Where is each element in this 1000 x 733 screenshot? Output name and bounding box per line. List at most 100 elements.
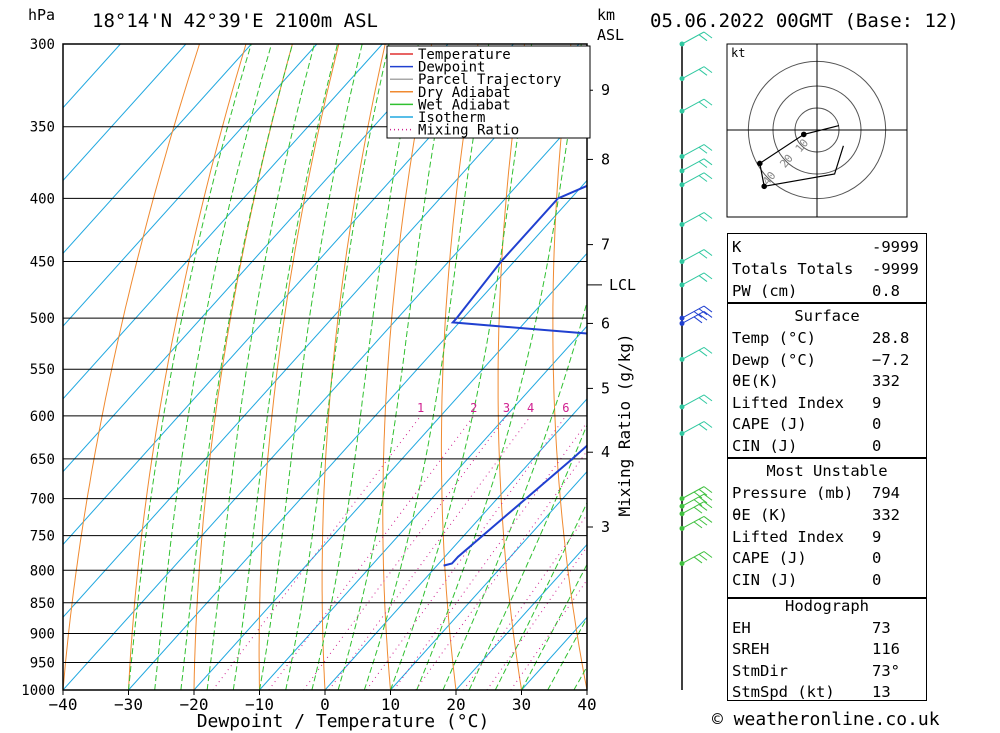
wind-barb-feather <box>698 349 708 357</box>
wind-barb-feather <box>703 305 713 313</box>
temp-value: 28.8 <box>872 329 910 347</box>
pressure-tick-label: 550 <box>30 362 55 378</box>
wind-barb-shaft <box>681 66 705 80</box>
header-date: 05.06.2022 00GMT (Base: 12) <box>650 10 959 32</box>
isotherm-line <box>390 470 587 690</box>
mixing-ratio-line <box>393 421 587 690</box>
isotherm-line <box>324 398 587 690</box>
mixing-ratio-line <box>328 415 532 690</box>
wind-barb-shaft <box>681 493 705 507</box>
pressure-tick-label: 600 <box>30 409 55 425</box>
hodograph-trace <box>759 125 844 187</box>
wet-adiabat-line <box>232 44 338 690</box>
wind-barb-shaft <box>681 501 705 515</box>
mu-cape-label: CAPE (J) <box>732 549 807 567</box>
wind-barb-feather <box>703 272 713 280</box>
indices-panel: K -9999 Totals Totals -9999 PW (cm) 0.8 … <box>727 233 927 701</box>
wind-barb-feather <box>698 101 708 109</box>
wind-barb-feather <box>703 158 713 166</box>
wind-barb-feather <box>698 161 708 168</box>
wind-barb-feather <box>703 486 713 494</box>
mixing-ratio-line <box>365 415 567 690</box>
wind-barb-shaft <box>681 486 705 500</box>
isotherm-line <box>63 44 318 327</box>
km-tick-label: 8 <box>601 150 610 168</box>
wind-barb-feather <box>698 68 708 76</box>
km-tick-label: 5 <box>601 379 610 397</box>
wind-barb-feather <box>703 249 713 256</box>
wind-barb-feather <box>703 551 713 558</box>
dewp-value: −7.2 <box>872 351 910 369</box>
wet-adiabat-line <box>180 44 293 690</box>
most-unstable-title: Most Unstable <box>766 462 888 480</box>
hodograph-ring-label: 20 <box>777 152 795 171</box>
temperature-tick-label: −20 <box>180 695 209 714</box>
wind-barb-shaft <box>681 346 705 360</box>
wind-barb-feather <box>698 423 708 431</box>
mu-cin-value: 0 <box>872 571 882 589</box>
mixing-ratio-line <box>268 415 475 690</box>
dewp-label: Dewp (°C) <box>732 351 816 369</box>
wind-barb-shaft <box>681 31 705 45</box>
asl-label: ASL <box>597 26 625 44</box>
wind-barb-feather <box>698 488 708 496</box>
mixing-ratio-tick-label: 20 <box>672 401 686 415</box>
theta-label: θE(K) <box>732 372 779 390</box>
wind-barb-shaft <box>681 158 705 172</box>
dry-adiabat-line <box>942 44 1000 690</box>
wet-adiabat-line <box>206 44 315 690</box>
wet-adiabat-line <box>337 44 452 690</box>
wind-barb-shaft <box>681 421 705 434</box>
dry-adiabat-line <box>657 44 718 690</box>
km-tick-label: 7 <box>601 236 610 254</box>
temperature-tick-label: 20 <box>446 695 465 714</box>
wind-barb-feather <box>703 421 713 428</box>
wind-barb-feather <box>698 275 708 282</box>
wind-barb-feather <box>703 394 713 402</box>
km-tick-label: 3 <box>601 518 610 536</box>
temperature-tick-label: 40 <box>577 695 596 714</box>
pressure-tick-label: 700 <box>30 492 55 508</box>
legend-label: Dry Adiabat <box>418 85 511 101</box>
km-tick-label: 6 <box>601 314 610 332</box>
wet-adiabat-line <box>547 616 587 690</box>
legend-label: Parcel Trajectory <box>418 72 561 88</box>
mixing-ratio-line <box>463 513 587 690</box>
x-axis-label: Dewpoint / Temperature (°C) <box>197 711 490 732</box>
stmdir-label: StmDir <box>732 662 788 680</box>
pw-label: PW (cm) <box>732 282 798 300</box>
wet-adiabat-line <box>259 44 363 690</box>
wind-barb-shaft <box>681 249 705 262</box>
wet-adiabat-line <box>154 44 272 690</box>
isotherm-line <box>63 44 449 473</box>
copyright[interactable]: © weatheronline.co.uk <box>712 709 940 730</box>
isotherm-line <box>63 44 187 182</box>
k-value: -9999 <box>872 238 919 256</box>
legend-label: Isotherm <box>418 110 485 126</box>
isotherm-line <box>259 325 587 690</box>
wind-barb-shaft <box>681 305 705 319</box>
cin-value: 0 <box>872 437 882 455</box>
temp-label: Temp (°C) <box>732 329 816 347</box>
mu-li-label: Lifted Index <box>732 528 844 546</box>
wind-barb-shaft <box>681 98 705 112</box>
mixing-ratio-line <box>415 450 587 690</box>
mixing-ratio-tick-label: 8 <box>588 401 595 415</box>
mixing-ratio-line <box>486 545 587 690</box>
isotherm-line <box>63 44 252 255</box>
dry-adiabat-line <box>497 44 525 690</box>
mu-cin-label: CIN (J) <box>732 571 798 589</box>
temperature-tick-label: 30 <box>512 695 531 714</box>
pw-value: 0.8 <box>872 282 900 300</box>
mixing-ratio-line <box>303 415 507 690</box>
mixing-ratio-tick-label: 16 <box>650 401 664 415</box>
wind-barb-feather <box>703 346 713 354</box>
wind-barb-feather <box>698 175 708 182</box>
legend-label: Dewpoint <box>418 60 485 76</box>
mu-cape-value: 0 <box>872 549 882 567</box>
wind-barb-feather <box>693 491 703 499</box>
wind-barb-feather <box>703 501 713 509</box>
pressure-unit-label: hPa <box>28 6 56 24</box>
pressure-tick-label: 450 <box>30 255 55 271</box>
